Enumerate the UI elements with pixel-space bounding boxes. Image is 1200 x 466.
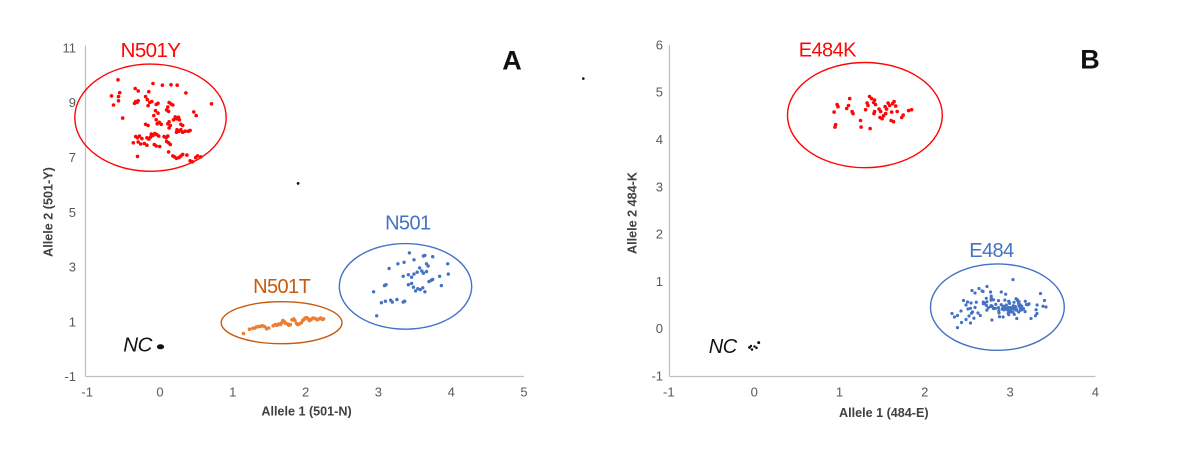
svg-text:0: 0 [751,385,758,400]
svg-text:4: 4 [656,132,663,147]
svg-text:3: 3 [375,385,382,400]
svg-text:E484K: E484K [799,40,857,62]
svg-text:N501Y: N501Y [121,39,182,62]
svg-text:11: 11 [63,40,77,55]
svg-text:-1: -1 [651,369,663,384]
svg-text:N501T: N501T [253,276,310,298]
svg-text:0: 0 [656,321,663,336]
svg-text:3: 3 [1006,385,1013,400]
svg-text:Allele 1 (501-N): Allele 1 (501-N) [261,405,351,419]
svg-text:6: 6 [656,37,663,52]
svg-text:Allele 2 484-K: Allele 2 484-K [626,172,640,254]
svg-text:Allele 2 (501-Y): Allele 2 (501-Y) [42,167,56,257]
svg-text:9: 9 [69,95,76,110]
svg-text:5: 5 [656,85,663,100]
svg-text:3: 3 [69,260,76,275]
svg-text:NC: NC [123,334,152,357]
svg-text:1: 1 [69,314,76,329]
svg-text:N501: N501 [385,213,431,235]
svg-text:NC: NC [709,336,738,358]
svg-text:4: 4 [1092,385,1099,400]
svg-text:5: 5 [69,205,76,220]
svg-text:3: 3 [656,179,663,194]
svg-text:E484: E484 [969,240,1014,262]
svg-text:1: 1 [656,274,663,289]
svg-text:1: 1 [836,385,843,400]
svg-text:A: A [502,46,522,76]
svg-text:0: 0 [156,385,163,400]
svg-text:Allele 1 (484-E): Allele 1 (484-E) [839,406,929,420]
svg-text:-1: -1 [81,385,93,400]
svg-text:1: 1 [229,385,236,400]
svg-text:7: 7 [69,150,76,165]
svg-text:5: 5 [520,385,527,400]
svg-text:2: 2 [921,385,928,400]
svg-text:4: 4 [448,385,455,400]
svg-text:B: B [1080,45,1100,75]
svg-text:-1: -1 [64,369,76,384]
svg-text:2: 2 [302,385,309,400]
svg-text:2: 2 [656,227,663,242]
svg-text:-1: -1 [663,385,675,400]
